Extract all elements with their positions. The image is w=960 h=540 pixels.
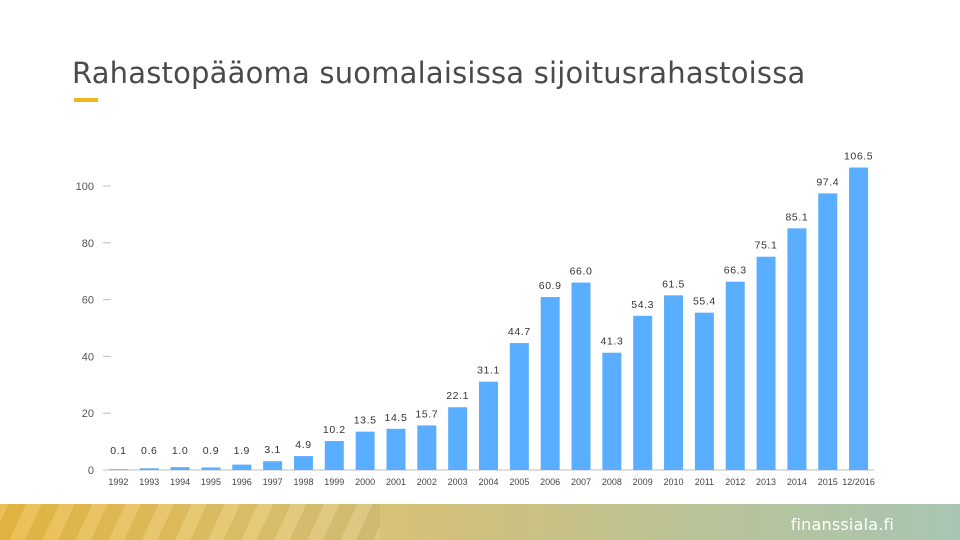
x-tick-label: 1993	[139, 477, 159, 487]
x-tick-label: 12/2016	[842, 477, 875, 487]
x-tick-label: 2009	[633, 477, 653, 487]
x-tick-label: 2015	[818, 477, 838, 487]
bar-1996	[232, 464, 252, 470]
bar-2013	[756, 256, 776, 470]
x-tick-label: 1992	[108, 477, 128, 487]
x-tick-label: 2008	[602, 477, 622, 487]
x-tick-label: 2005	[509, 477, 529, 487]
data-label: 0.6	[141, 445, 157, 457]
bar-2003	[448, 407, 468, 470]
footer-band: finanssiala.fi	[0, 504, 960, 540]
x-tick-label: 2011	[695, 477, 714, 487]
bar-2005	[509, 343, 529, 470]
x-tick-label: 2007	[571, 477, 591, 487]
bar-2004	[479, 381, 498, 470]
bar-1999	[324, 441, 344, 470]
x-tick-label: 1998	[293, 477, 313, 487]
x-tick-label: 2013	[756, 477, 776, 487]
bar-2014	[787, 228, 807, 470]
title-accent-line	[74, 98, 98, 102]
y-tick-label: 80	[82, 238, 94, 250]
bar-1993	[139, 468, 159, 470]
bar-1998	[293, 456, 313, 470]
data-label: 0.9	[203, 445, 219, 457]
bar-2006	[540, 297, 560, 470]
data-label: 1.0	[172, 445, 188, 457]
data-label: 41.3	[600, 336, 623, 348]
data-label: 75.1	[755, 240, 778, 252]
bar-1992	[108, 469, 128, 470]
bar-2000	[355, 431, 375, 470]
y-tick-label: 20	[82, 408, 94, 420]
y-tick-label: 0	[88, 465, 94, 477]
x-tick-label: 2000	[355, 477, 375, 487]
x-tick-label: 1994	[170, 477, 190, 487]
data-label: 97.4	[816, 176, 839, 188]
x-tick-label: 1997	[263, 477, 283, 487]
bar-2001	[386, 428, 406, 470]
x-tick-label: 2006	[540, 477, 560, 487]
x-tick-label: 2012	[725, 477, 745, 487]
bar-2010	[664, 295, 684, 470]
data-label: 10.2	[323, 424, 346, 436]
data-label: 61.5	[662, 278, 685, 290]
data-label: 44.7	[508, 326, 531, 338]
data-label: 0.1	[110, 445, 126, 457]
data-label: 22.1	[446, 390, 469, 402]
y-tick-label: 60	[82, 295, 94, 307]
data-label: 31.1	[477, 365, 500, 377]
x-tick-label: 2014	[787, 477, 807, 487]
x-tick-label: 2001	[386, 477, 406, 487]
data-label: 106.5	[844, 151, 873, 163]
x-tick-label: 1996	[232, 477, 252, 487]
data-label: 66.3	[724, 265, 747, 277]
bar-1995	[201, 467, 221, 470]
data-label: 85.1	[785, 211, 808, 223]
bar-1994	[170, 467, 190, 470]
bar-12/2016	[849, 167, 869, 471]
page-title: Rahastopääoma suomalaisissa sijoitusraha…	[72, 56, 806, 90]
bar-1997	[263, 461, 283, 470]
brand-logo-text: finanssiala.fi	[790, 515, 894, 534]
x-tick-label: 2002	[417, 477, 437, 487]
data-label: 3.1	[264, 444, 280, 456]
data-label: 1.9	[234, 445, 250, 457]
bar-2002	[417, 425, 437, 470]
x-tick-label: 2004	[478, 477, 498, 487]
x-tick-label: 2003	[448, 477, 468, 487]
data-label: 13.5	[354, 415, 377, 427]
y-tick-label: 40	[82, 351, 94, 363]
data-label: 4.9	[295, 439, 311, 451]
data-label: 54.3	[631, 299, 654, 311]
x-tick-label: 2010	[664, 477, 684, 487]
x-tick-label: 1999	[324, 477, 344, 487]
data-label: 60.9	[539, 280, 562, 292]
bar-2012	[725, 281, 745, 470]
bar-2008	[602, 352, 622, 470]
y-tick-label: 100	[76, 181, 94, 193]
x-tick-label: 1995	[201, 477, 221, 487]
bar-2009	[633, 315, 653, 470]
data-label: 66.0	[570, 266, 593, 278]
data-label: 55.4	[693, 296, 716, 308]
data-label: 14.5	[385, 412, 408, 424]
bar-2011	[694, 312, 714, 470]
bar-2015	[818, 193, 838, 470]
data-label: 15.7	[415, 408, 438, 420]
bar-2007	[571, 282, 591, 470]
